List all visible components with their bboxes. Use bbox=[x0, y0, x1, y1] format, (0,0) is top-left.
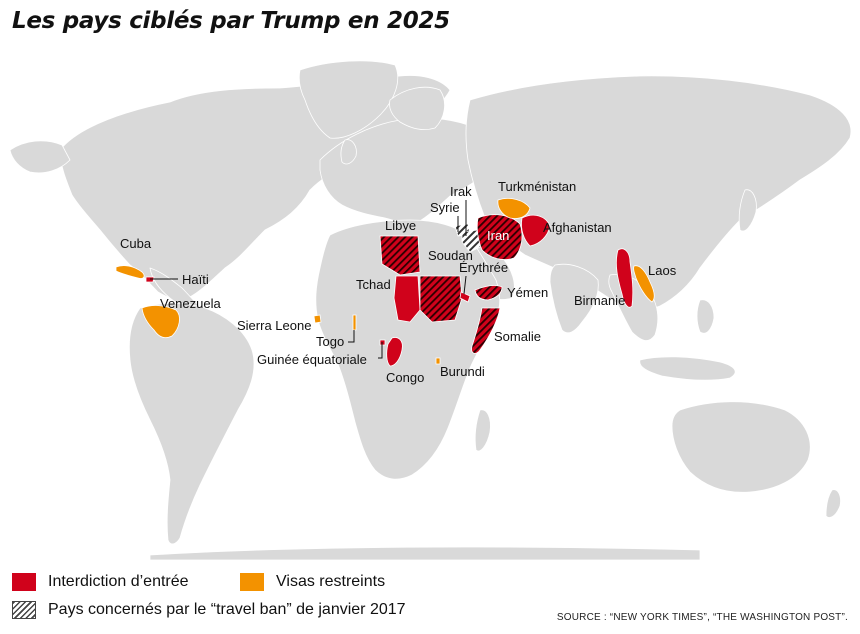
source-note: SOURCE : “NEW YORK TIMES”, “THE WASHINGT… bbox=[556, 612, 848, 623]
scandinavia bbox=[389, 86, 445, 130]
label-haiti: Haïti bbox=[182, 272, 209, 287]
label-laos: Laos bbox=[648, 263, 677, 278]
eritrea-leader bbox=[463, 275, 467, 295]
visa-restricted-swatch bbox=[240, 573, 264, 591]
antarctica bbox=[149, 546, 701, 560]
philippines bbox=[696, 299, 715, 334]
equatorial-guinea-leader bbox=[378, 342, 383, 359]
sudan-shape[interactable] bbox=[419, 275, 463, 323]
label-afghanistan: Afghanistan bbox=[543, 220, 612, 235]
leader-lines bbox=[150, 200, 467, 359]
label-syria: Syrie bbox=[430, 200, 460, 215]
entry-ban-swatch bbox=[12, 573, 36, 591]
legend: Interdiction d’entrée Visas restreints P… bbox=[12, 568, 612, 630]
togo-shape[interactable] bbox=[352, 314, 357, 331]
entry-ban-label: Interdiction d’entrée bbox=[48, 573, 189, 590]
label-turkmenistan: Turkménistan bbox=[498, 179, 576, 194]
new-zealand bbox=[825, 489, 841, 518]
travel-ban-swatch bbox=[12, 601, 36, 619]
label-equatorial-guinea: Guinée équatoriale bbox=[257, 352, 367, 367]
highlighted-countries bbox=[115, 198, 655, 367]
eritrea-shape[interactable] bbox=[459, 291, 471, 303]
india bbox=[549, 263, 599, 334]
map-title: Les pays ciblés par Trump en 2025 bbox=[12, 8, 450, 34]
myanmar-shape[interactable] bbox=[615, 248, 634, 308]
label-iran: Iran bbox=[487, 228, 509, 243]
label-venezuela: Venezuela bbox=[160, 296, 221, 311]
alaska bbox=[9, 140, 71, 174]
label-togo: Togo bbox=[316, 334, 344, 349]
australia bbox=[671, 401, 811, 493]
laos-shape[interactable] bbox=[633, 265, 655, 303]
greenland bbox=[298, 60, 399, 139]
afghanistan-shape[interactable] bbox=[521, 214, 551, 247]
iraq-shape[interactable] bbox=[461, 229, 483, 253]
japan bbox=[738, 189, 757, 232]
label-libya: Libye bbox=[385, 218, 416, 233]
label-yemen: Yémen bbox=[507, 285, 548, 300]
turkmenistan-shape[interactable] bbox=[497, 198, 531, 219]
label-eritrea: Érythrée bbox=[459, 260, 508, 275]
legend-visa-restricted: Visas restreints bbox=[240, 571, 385, 593]
label-sudan: Soudan bbox=[428, 248, 473, 263]
cuba-shape[interactable] bbox=[115, 265, 145, 279]
somalia-shape[interactable] bbox=[471, 307, 501, 354]
uk bbox=[340, 139, 357, 165]
country-labels: Cuba Haïti Venezuela Sierra Leone Togo G… bbox=[120, 179, 677, 385]
visa-restricted-label: Visas restreints bbox=[276, 573, 386, 590]
indonesia bbox=[639, 356, 736, 381]
congo-shape[interactable] bbox=[386, 337, 403, 367]
south-america bbox=[128, 303, 255, 545]
madagascar bbox=[474, 409, 491, 452]
togo-leader bbox=[348, 330, 355, 343]
label-somalia: Somalie bbox=[494, 329, 541, 344]
label-burundi: Burundi bbox=[440, 364, 485, 379]
label-congo: Congo bbox=[386, 370, 424, 385]
libya-shape[interactable] bbox=[379, 235, 421, 276]
label-myanmar: Birmanie bbox=[574, 293, 625, 308]
burundi-shape[interactable] bbox=[435, 357, 441, 365]
world-map: Cuba Haïti Venezuela Sierra Leone Togo G… bbox=[9, 60, 852, 560]
travel-ban-label: Pays concernés par le “travel ban” de ja… bbox=[48, 601, 406, 618]
label-cuba: Cuba bbox=[120, 236, 152, 251]
label-sierra-leone: Sierra Leone bbox=[237, 318, 311, 333]
sierra-leone-shape[interactable] bbox=[313, 314, 322, 324]
legend-entry-ban: Interdiction d’entrée bbox=[12, 571, 189, 593]
label-iraq: Irak bbox=[450, 184, 472, 199]
chad-shape[interactable] bbox=[393, 275, 421, 323]
legend-travel-ban-2017: Pays concernés par le “travel ban” de ja… bbox=[12, 599, 406, 621]
venezuela-shape[interactable] bbox=[141, 305, 180, 338]
yemen-shape[interactable] bbox=[474, 285, 503, 301]
label-chad: Tchad bbox=[356, 277, 391, 292]
